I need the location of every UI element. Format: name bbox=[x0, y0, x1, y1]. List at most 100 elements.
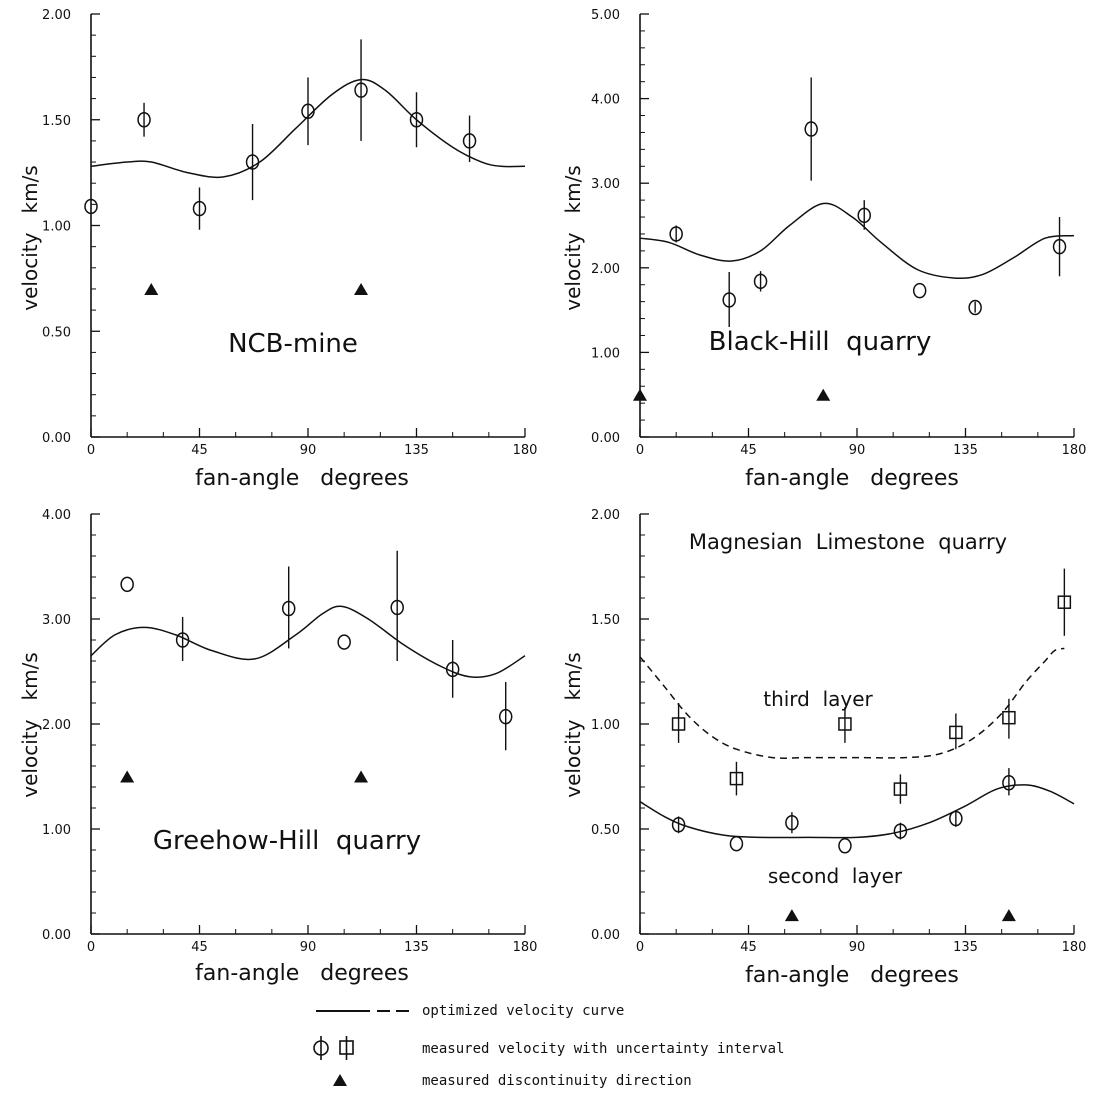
x-tick-label: 135 bbox=[404, 940, 429, 955]
discontinuity-marker bbox=[144, 282, 159, 295]
panel-title: Magnesian Limestone quarry bbox=[689, 530, 1007, 554]
measured-point-circle bbox=[337, 634, 351, 650]
legend: optimized velocity curve measured veloci… bbox=[313, 1003, 784, 1089]
discontinuity-marker bbox=[633, 388, 647, 401]
x-axis-label: fan-angle degrees bbox=[745, 963, 959, 988]
panel-ncb-mine: NCB-mine fan-angle degrees velocity km/s… bbox=[18, 8, 537, 491]
legend-discontinuity-label: measured discontinuity direction bbox=[422, 1073, 692, 1089]
y-tick-label: 4.00 bbox=[591, 93, 620, 108]
measured-point-square bbox=[729, 771, 744, 786]
optimized-curve-solid bbox=[639, 202, 1075, 280]
y-tick-label: 2.00 bbox=[591, 262, 620, 277]
legend-triangle-symbol bbox=[333, 1074, 347, 1086]
measured-point-circle bbox=[949, 810, 963, 827]
y-axis-label: velocity km/s bbox=[18, 165, 42, 310]
x-tick-label: 90 bbox=[849, 940, 866, 955]
y-tick-label: 0.50 bbox=[42, 325, 71, 340]
y-tick-label: 1.50 bbox=[42, 114, 71, 129]
x-axis-label: fan-angle degrees bbox=[745, 466, 959, 491]
measured-point-circle bbox=[281, 600, 296, 617]
discontinuity-marker bbox=[354, 770, 369, 783]
discontinuity-marker bbox=[120, 770, 135, 783]
discontinuity-marker bbox=[816, 388, 831, 401]
measured-point-circle bbox=[893, 823, 908, 839]
measured-point-circle bbox=[1052, 238, 1067, 255]
measured-point-circle bbox=[409, 112, 424, 128]
x-tick-label: 0 bbox=[87, 443, 95, 458]
discontinuity-marker bbox=[1001, 909, 1016, 922]
measured-point-circle bbox=[445, 661, 460, 678]
measured-point-circle bbox=[968, 299, 982, 316]
y-tick-label: 1.00 bbox=[42, 220, 71, 235]
y-tick-label: 0.00 bbox=[591, 431, 620, 446]
optimized-curve-solid bbox=[639, 784, 1075, 839]
measured-point-circle bbox=[84, 198, 98, 215]
y-tick-label: 0.00 bbox=[42, 431, 71, 446]
x-axis-label: fan-angle degrees bbox=[195, 961, 409, 986]
legend-curve-label: optimized velocity curve bbox=[422, 1003, 624, 1019]
annotation-third-layer: third layer bbox=[763, 687, 873, 711]
optimized-curve-solid bbox=[90, 605, 526, 679]
measured-point-circle bbox=[498, 708, 513, 725]
y-tick-label: 0.50 bbox=[591, 823, 620, 838]
y-tick-label: 1.00 bbox=[42, 823, 71, 838]
y-axis-label: velocity km/s bbox=[18, 652, 42, 797]
measured-point-square bbox=[1002, 710, 1016, 725]
measured-point-circle bbox=[301, 103, 315, 120]
x-tick-label: 0 bbox=[87, 940, 95, 955]
y-tick-label: 1.00 bbox=[591, 718, 620, 733]
measured-point-circle bbox=[175, 632, 190, 648]
measured-point-square bbox=[1057, 595, 1072, 609]
measured-point-circle bbox=[120, 576, 134, 593]
y-tick-label: 4.00 bbox=[42, 508, 71, 523]
y-axis-label: velocity km/s bbox=[561, 652, 585, 797]
y-tick-label: 3.00 bbox=[42, 613, 71, 628]
measured-point-circle bbox=[753, 273, 768, 290]
x-tick-label: 45 bbox=[740, 443, 757, 458]
optimized-curve-solid bbox=[90, 78, 526, 179]
y-tick-label: 2.00 bbox=[42, 8, 71, 23]
x-tick-label: 180 bbox=[513, 940, 538, 955]
y-tick-label: 0.00 bbox=[591, 928, 620, 943]
x-tick-label: 90 bbox=[300, 940, 317, 955]
measured-point-square bbox=[671, 717, 686, 731]
panel-title: NCB-mine bbox=[228, 329, 358, 359]
x-tick-label: 90 bbox=[300, 443, 317, 458]
y-tick-label: 0.00 bbox=[42, 928, 71, 943]
x-tick-label: 135 bbox=[404, 443, 429, 458]
measured-point-circle bbox=[729, 835, 744, 852]
discontinuity-marker bbox=[784, 909, 799, 922]
measured-point-circle bbox=[804, 121, 818, 137]
y-tick-label: 1.50 bbox=[591, 613, 620, 628]
measured-point-circle bbox=[1002, 775, 1016, 791]
panel-title: Greehow-Hill quarry bbox=[153, 826, 421, 856]
y-tick-label: 3.00 bbox=[591, 177, 620, 192]
x-tick-label: 180 bbox=[1062, 940, 1087, 955]
annotation-second-layer: second layer bbox=[768, 864, 903, 888]
y-tick-label: 2.00 bbox=[591, 508, 620, 523]
legend-circle-symbol bbox=[313, 1036, 329, 1060]
x-tick-label: 135 bbox=[953, 940, 978, 955]
optimized-curve-dashed bbox=[639, 647, 1065, 759]
measured-point-circle bbox=[669, 226, 683, 242]
x-tick-label: 0 bbox=[636, 443, 644, 458]
panel-magnesian-limestone-quarry: Magnesian Limestone quarry third layer s… bbox=[561, 508, 1086, 988]
measured-point-square bbox=[838, 717, 852, 731]
measured-point-circle bbox=[462, 133, 477, 149]
measured-point-square bbox=[949, 725, 963, 740]
measured-point-circle bbox=[857, 207, 871, 224]
x-tick-label: 45 bbox=[191, 443, 208, 458]
x-tick-label: 45 bbox=[740, 940, 757, 955]
x-tick-label: 45 bbox=[191, 940, 208, 955]
legend-measured-label: measured velocity with uncertainty inter… bbox=[422, 1041, 784, 1057]
legend-square-symbol bbox=[339, 1036, 354, 1060]
measured-point-square bbox=[893, 782, 908, 796]
measured-point-circle bbox=[722, 292, 736, 308]
measured-point-circle bbox=[912, 282, 927, 299]
measured-point-circle bbox=[137, 112, 151, 128]
discontinuity-marker bbox=[354, 282, 369, 295]
y-tick-label: 1.00 bbox=[591, 346, 620, 361]
x-tick-label: 90 bbox=[849, 443, 866, 458]
x-tick-label: 0 bbox=[636, 940, 644, 955]
